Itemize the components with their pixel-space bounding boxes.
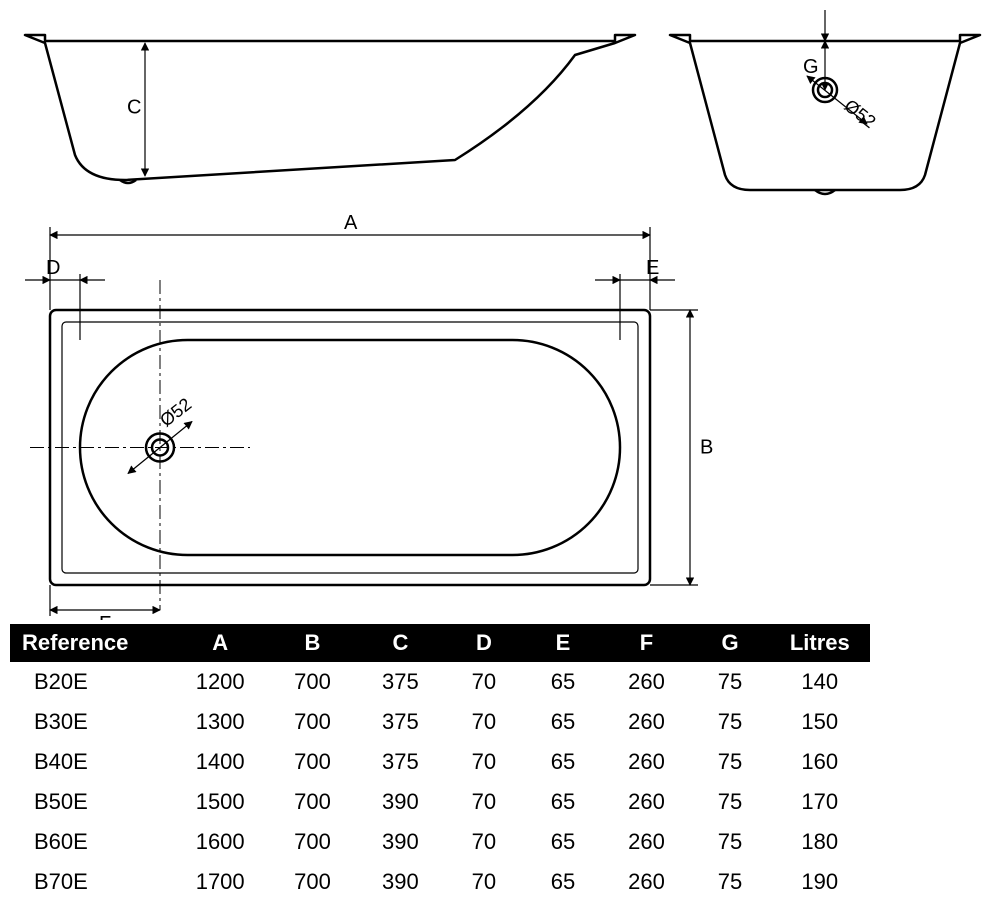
svg-text:C: C [127, 97, 141, 119]
svg-text:D: D [46, 257, 60, 279]
table-row: B30E1300700375706526075150 [10, 702, 870, 742]
col-e: E [523, 624, 602, 662]
technical-diagram: C G Ø52 Ø52 A D E B F [10, 10, 990, 620]
svg-text:E: E [646, 257, 659, 279]
col-f: F [603, 624, 691, 662]
table-row: B20E1200700375706526075140 [10, 662, 870, 702]
table-row: B60E1600700390706526075180 [10, 822, 870, 862]
col-c: C [356, 624, 444, 662]
svg-text:A: A [344, 212, 358, 234]
svg-text:Ø52: Ø52 [841, 95, 880, 132]
col-b: B [269, 624, 357, 662]
col-d: D [444, 624, 523, 662]
col-a: A [172, 624, 269, 662]
svg-text:F: F [99, 613, 111, 620]
svg-text:B: B [700, 437, 713, 459]
svg-text:G: G [803, 56, 819, 78]
dimension-table: ReferenceABCDEFGLitres B20E1200700375706… [10, 624, 870, 902]
table-row: B70E1700700390706526075190 [10, 862, 870, 902]
svg-text:Ø52: Ø52 [156, 394, 195, 431]
col-g: G [690, 624, 769, 662]
col-litres: Litres [770, 624, 870, 662]
table-row: B40E1400700375706526075160 [10, 742, 870, 782]
table-row: B50E1500700390706526075170 [10, 782, 870, 822]
col-reference: Reference [10, 624, 172, 662]
